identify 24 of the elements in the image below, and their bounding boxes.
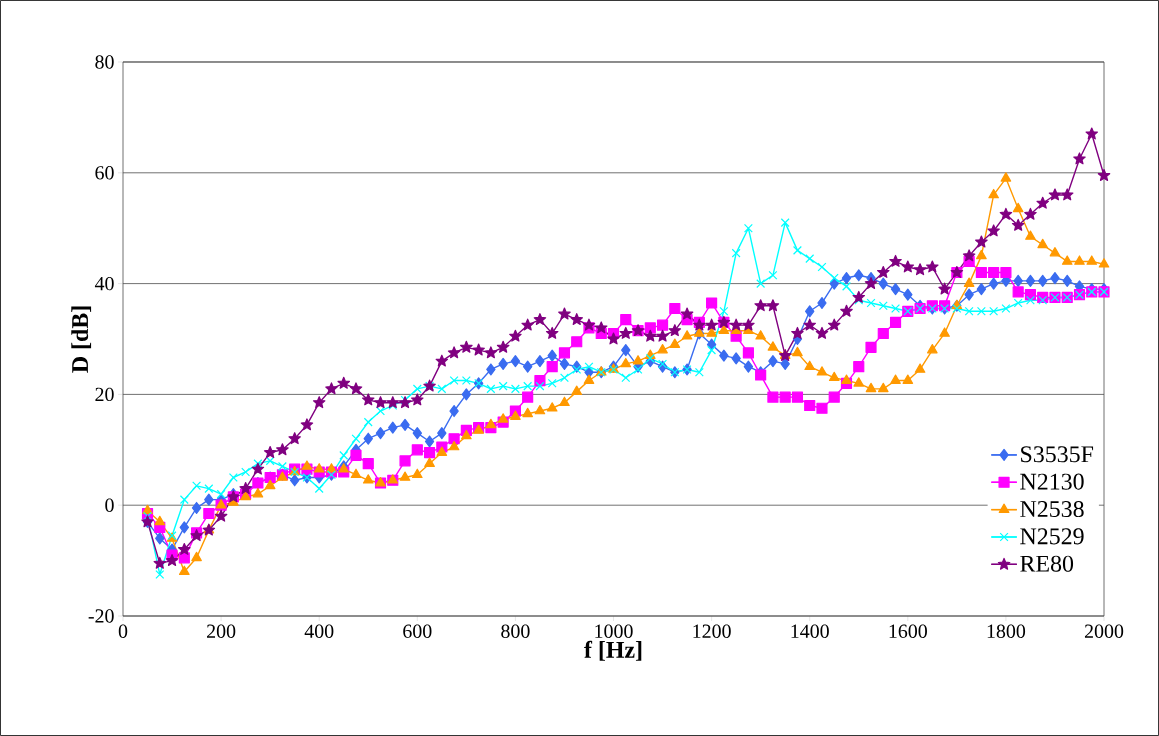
- x-tick-label: 2000: [1084, 624, 1124, 638]
- x-tick-label: 800: [501, 624, 530, 638]
- legend-label: N2529: [1020, 528, 1084, 545]
- x-tick-label: 1600: [889, 624, 927, 638]
- y-tick-label: -20: [88, 609, 114, 623]
- x-tick-label: 400: [304, 624, 334, 638]
- y-tick-label: 0: [105, 498, 114, 512]
- x-tick-label: 200: [207, 624, 236, 638]
- x-tick-label: 0: [118, 624, 128, 638]
- y-axis-title: D [dB]: [71, 306, 92, 373]
- legend-label: N2538: [1020, 500, 1084, 518]
- y-tick-label: 20: [95, 387, 114, 402]
- x-tick-label: 600: [403, 624, 432, 638]
- y-tick-label: 80: [95, 55, 114, 69]
- x-tick-label: 1200: [693, 624, 731, 638]
- legend-label: RE80: [1020, 555, 1074, 572]
- y-tick-label: 40: [94, 276, 114, 291]
- x-tick-label: 1400: [791, 624, 829, 638]
- legend-label: N2130: [1020, 473, 1084, 490]
- x-tick-label: 1000: [595, 624, 633, 638]
- y-tick-label: 60: [95, 166, 114, 180]
- x-tick-label: 1800: [987, 624, 1026, 638]
- x-axis-title: f [Hz]: [584, 640, 642, 661]
- legend-label: S3535F: [1021, 446, 1094, 463]
